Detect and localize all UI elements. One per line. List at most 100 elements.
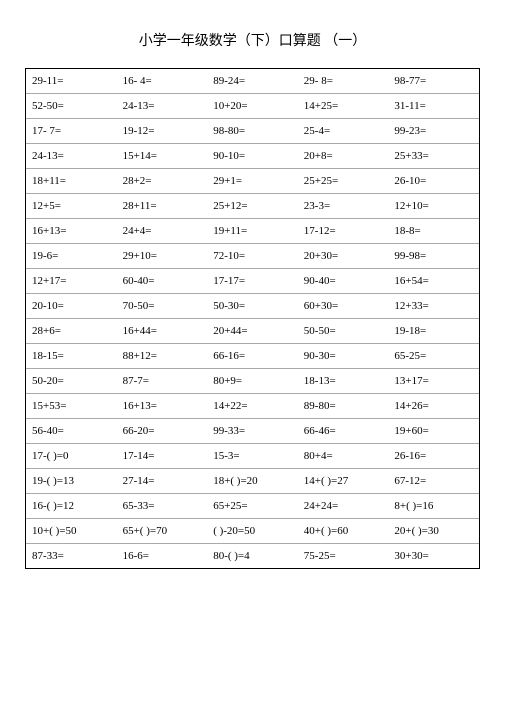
table-cell: 75-25=	[298, 544, 389, 568]
table-cell: 25+33=	[388, 144, 479, 168]
table-row: 56-40=66-20=99-33=66-46=19+60=	[26, 419, 479, 444]
table-cell: 20+8=	[298, 144, 389, 168]
table-cell: 50-20=	[26, 369, 117, 393]
table-cell: 19-( )=13	[26, 469, 117, 493]
table-row: 20-10=70-50=50-30=60+30=12+33=	[26, 294, 479, 319]
table-row: 19-( )=1327-14=18+( )=2014+( )=2767-12=	[26, 469, 479, 494]
table-cell: 8+( )=16	[388, 494, 479, 518]
table-cell: 70-50=	[117, 294, 208, 318]
table-cell: 15-3=	[207, 444, 298, 468]
table-cell: 50-50=	[298, 319, 389, 343]
table-cell: 90-30=	[298, 344, 389, 368]
table-cell: 26-16=	[388, 444, 479, 468]
table-cell: 12+5=	[26, 194, 117, 218]
table-cell: 87-33=	[26, 544, 117, 568]
table-cell: 14+( )=27	[298, 469, 389, 493]
table-cell: 16+54=	[388, 269, 479, 293]
table-cell: 16-( )=12	[26, 494, 117, 518]
table-cell: 29+1=	[207, 169, 298, 193]
table-cell: 56-40=	[26, 419, 117, 443]
table-cell: 66-16=	[207, 344, 298, 368]
table-row: 16+13=24+4=19+11=17-12=18-8=	[26, 219, 479, 244]
table-cell: 17- 7=	[26, 119, 117, 143]
table-cell: 99-33=	[207, 419, 298, 443]
table-cell: 18-13=	[298, 369, 389, 393]
table-row: 28+6=16+44=20+44=50-50=19-18=	[26, 319, 479, 344]
table-cell: 19+11=	[207, 219, 298, 243]
table-cell: 98-77=	[388, 69, 479, 93]
table-row: 12+5=28+11=25+12=23-3=12+10=	[26, 194, 479, 219]
table-cell: 12+17=	[26, 269, 117, 293]
table-cell: 25+12=	[207, 194, 298, 218]
table-cell: 16+44=	[117, 319, 208, 343]
table-cell: 65-25=	[388, 344, 479, 368]
table-cell: 12+10=	[388, 194, 479, 218]
table-cell: 18+( )=20	[207, 469, 298, 493]
table-cell: 30+30=	[388, 544, 479, 568]
table-cell: 18-15=	[26, 344, 117, 368]
table-cell: 12+33=	[388, 294, 479, 318]
table-row: 29-11=16- 4=89-24=29- 8=98-77=	[26, 69, 479, 94]
table-cell: 14+26=	[388, 394, 479, 418]
table-cell: 90-10=	[207, 144, 298, 168]
table-cell: 28+2=	[117, 169, 208, 193]
table-cell: 89-80=	[298, 394, 389, 418]
table-cell: 66-46=	[298, 419, 389, 443]
table-cell: 28+11=	[117, 194, 208, 218]
table-cell: 16+13=	[117, 394, 208, 418]
table-row: 10+( )=5065+( )=70( )-20=5040+( )=6020+(…	[26, 519, 479, 544]
table-cell: 24-13=	[26, 144, 117, 168]
table-cell: 99-23=	[388, 119, 479, 143]
table-cell: 40+( )=60	[298, 519, 389, 543]
table-cell: 88+12=	[117, 344, 208, 368]
table-row: 87-33=16-6=80-( )=475-25=30+30=	[26, 544, 479, 568]
table-row: 24-13=15+14=90-10=20+8=25+33=	[26, 144, 479, 169]
table-cell: 19-6=	[26, 244, 117, 268]
table-cell: 19-18=	[388, 319, 479, 343]
table-cell: 10+( )=50	[26, 519, 117, 543]
table-cell: 87-7=	[117, 369, 208, 393]
table-cell: 17-( )=0	[26, 444, 117, 468]
table-cell: 24+24=	[298, 494, 389, 518]
table-row: 18+11=28+2=29+1=25+25=26-10=	[26, 169, 479, 194]
table-row: 19-6=29+10=72-10=20+30=99-98=	[26, 244, 479, 269]
table-cell: 29-11=	[26, 69, 117, 93]
table-cell: 16+13=	[26, 219, 117, 243]
table-cell: 19+60=	[388, 419, 479, 443]
table-cell: 24+4=	[117, 219, 208, 243]
table-cell: 25+25=	[298, 169, 389, 193]
table-cell: 25-4=	[298, 119, 389, 143]
table-cell: 65+25=	[207, 494, 298, 518]
table-cell: 17-12=	[298, 219, 389, 243]
problems-table: 29-11=16- 4=89-24=29- 8=98-77=52-50=24-1…	[25, 68, 480, 569]
table-cell: 16-6=	[117, 544, 208, 568]
table-cell: 24-13=	[117, 94, 208, 118]
table-cell: ( )-20=50	[207, 519, 298, 543]
table-row: 52-50=24-13=10+20=14+25=31-11=	[26, 94, 479, 119]
table-row: 17-( )=017-14=15-3=80+4=26-16=	[26, 444, 479, 469]
table-row: 50-20=87-7=80+9=18-13=13+17=	[26, 369, 479, 394]
table-cell: 65-33=	[117, 494, 208, 518]
table-cell: 20+30=	[298, 244, 389, 268]
table-cell: 80-( )=4	[207, 544, 298, 568]
table-row: 16-( )=1265-33=65+25=24+24=8+( )=16	[26, 494, 479, 519]
table-cell: 20+44=	[207, 319, 298, 343]
table-cell: 17-17=	[207, 269, 298, 293]
table-cell: 13+17=	[388, 369, 479, 393]
table-cell: 23-3=	[298, 194, 389, 218]
table-cell: 66-20=	[117, 419, 208, 443]
table-cell: 10+20=	[207, 94, 298, 118]
table-row: 12+17=60-40=17-17=90-40=16+54=	[26, 269, 479, 294]
table-row: 17- 7=19-12=98-80=25-4=99-23=	[26, 119, 479, 144]
table-cell: 27-14=	[117, 469, 208, 493]
table-cell: 18-8=	[388, 219, 479, 243]
table-cell: 67-12=	[388, 469, 479, 493]
table-cell: 28+6=	[26, 319, 117, 343]
table-cell: 60+30=	[298, 294, 389, 318]
table-cell: 15+14=	[117, 144, 208, 168]
table-cell: 50-30=	[207, 294, 298, 318]
table-cell: 90-40=	[298, 269, 389, 293]
table-cell: 31-11=	[388, 94, 479, 118]
table-cell: 99-98=	[388, 244, 479, 268]
table-cell: 60-40=	[117, 269, 208, 293]
